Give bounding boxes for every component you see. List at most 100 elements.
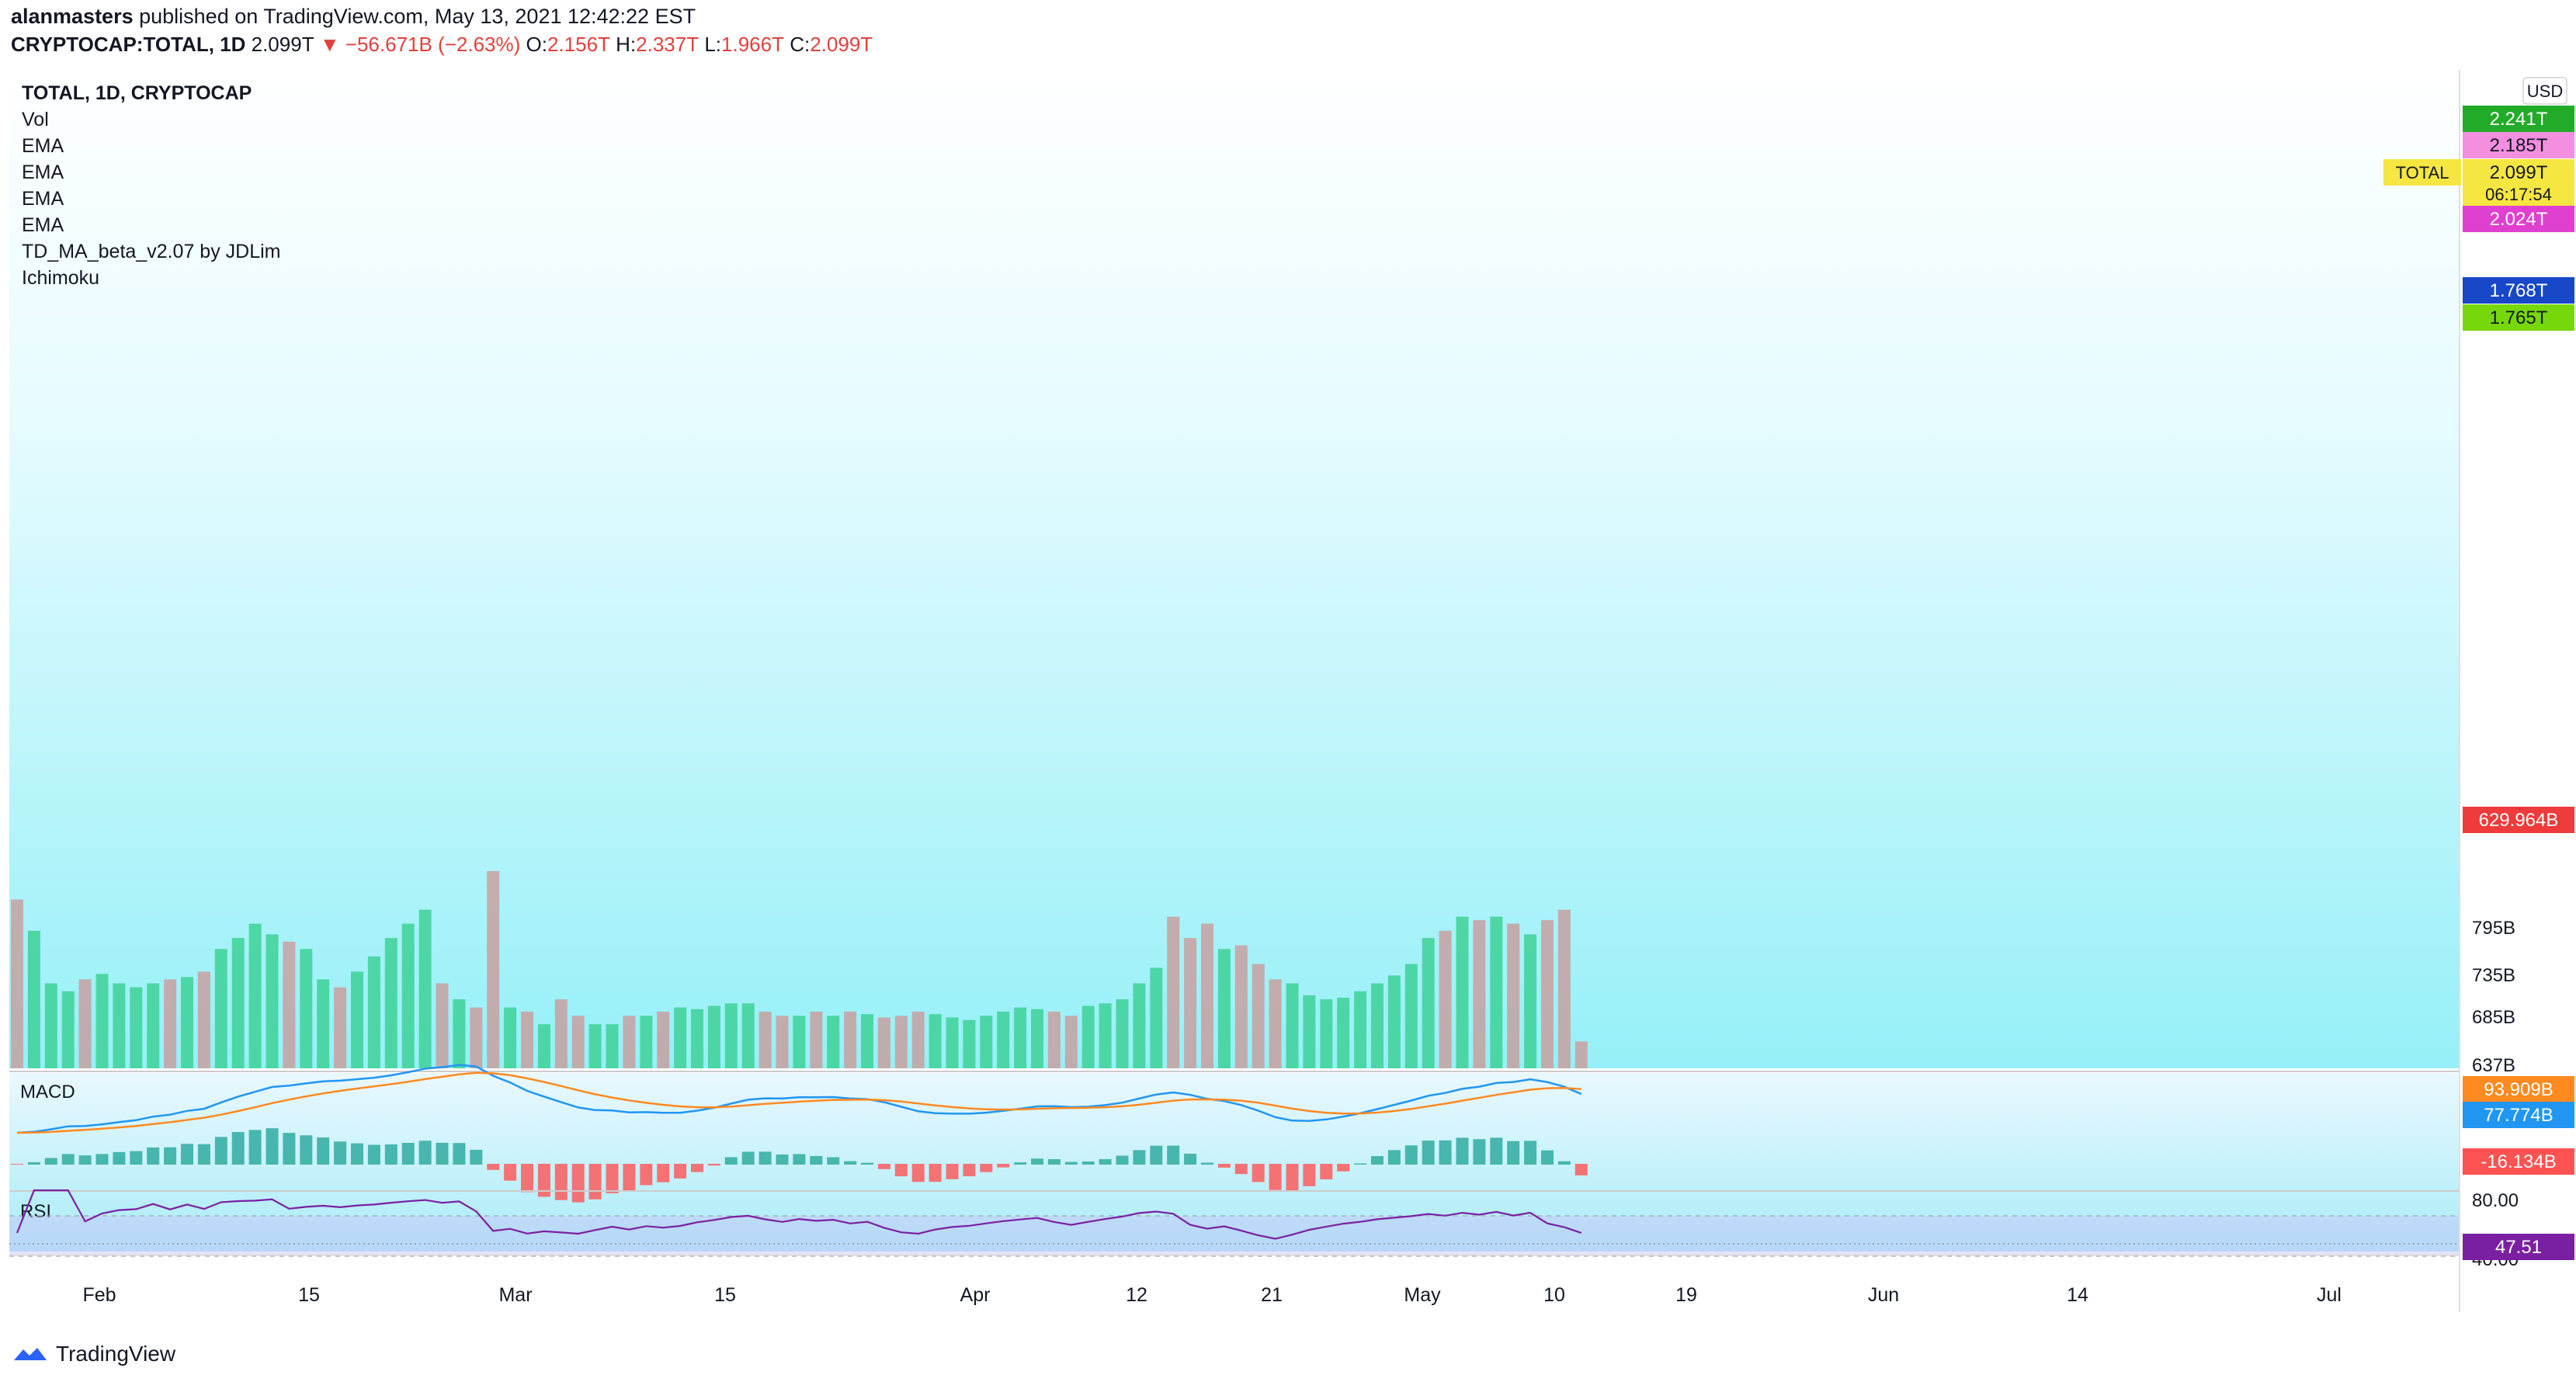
volume-bar — [537, 1024, 550, 1068]
macd-histogram-bar — [1150, 1145, 1163, 1165]
time-tick: Jul — [2317, 1284, 2342, 1306]
macd-label-box — [2463, 1148, 2574, 1175]
volume-bar — [197, 971, 210, 1068]
symbol-name[interactable]: CRYPTOCAP:TOTAL, 1D — [11, 33, 246, 56]
rsi-tick: 80.00 — [2472, 1190, 2519, 1211]
volume-bar — [776, 1016, 789, 1068]
volume-bar — [1387, 975, 1401, 1068]
time-tick: 14 — [2067, 1284, 2088, 1306]
legend-item: TD_MA_beta_v2.07 by JDLim — [22, 241, 280, 262]
volume-bar — [1303, 995, 1316, 1068]
macd-histogram-bar — [1473, 1139, 1486, 1165]
price-label: 2.241T — [2490, 109, 2548, 130]
macd-line — [16, 1064, 1582, 1134]
author-name[interactable]: alanmasters — [11, 5, 134, 28]
legend-item: EMA — [22, 188, 64, 210]
macd-label-box — [2463, 1102, 2574, 1128]
macd-histogram-bar — [1031, 1158, 1043, 1165]
price-tick: 735B — [2472, 965, 2515, 986]
time-tick: 19 — [1675, 1284, 1697, 1306]
macd-histogram-bar — [554, 1164, 568, 1200]
macd-histogram-bar — [1439, 1140, 1452, 1165]
macd-signal-line — [16, 1071, 1581, 1134]
price-chart[interactable]: 1123112341111234112112345111211112121111… — [0, 65, 2576, 1320]
macd-histogram-bar — [657, 1164, 670, 1182]
macd-histogram-bar — [130, 1151, 143, 1165]
time-tick: 12 — [1126, 1284, 1147, 1306]
volume-bar — [1541, 920, 1554, 1068]
macd-histogram-bar — [861, 1162, 873, 1165]
macd-histogram-bar — [181, 1144, 193, 1165]
macd-histogram-bar — [248, 1130, 262, 1165]
volume-bar — [436, 983, 449, 1068]
macd-histogram-bar — [436, 1142, 449, 1165]
close-label: C: — [790, 33, 811, 56]
close-value: 2.099T — [810, 33, 873, 56]
macd-histogram-bar — [623, 1164, 636, 1191]
macd-histogram-bar — [1320, 1164, 1333, 1179]
time-tick: Mar — [498, 1284, 532, 1306]
last-price: 2.099T — [251, 33, 314, 56]
macd-histogram-bar — [929, 1164, 942, 1182]
volume-bar — [164, 979, 177, 1068]
symbol-label: TOTAL — [2396, 163, 2449, 182]
price-change: −56.671B (−2.63%) — [345, 33, 521, 56]
volume-bar — [1507, 923, 1520, 1068]
macd-histogram-bar — [759, 1151, 772, 1165]
volume-bar — [334, 987, 347, 1068]
volume-bar — [980, 1016, 993, 1068]
macd-histogram-bar — [453, 1143, 466, 1165]
macd-histogram-bar — [11, 1164, 23, 1165]
macd-histogram-bar — [963, 1164, 976, 1177]
time-tick: 10 — [1543, 1284, 1565, 1306]
low-label: L: — [704, 33, 722, 56]
macd-histogram-bar — [470, 1149, 483, 1165]
brand-name: TradingView — [56, 1342, 176, 1366]
macd-histogram-bar — [997, 1164, 1010, 1168]
macd-histogram-bar — [537, 1164, 550, 1197]
volume-bar — [1201, 923, 1213, 1068]
price-label: 2.185T — [2490, 135, 2548, 156]
volume-bar — [1150, 967, 1163, 1068]
macd-histogram-bar — [1099, 1158, 1112, 1165]
volume-bar — [95, 974, 109, 1068]
volume-bar — [317, 979, 330, 1068]
macd-histogram-bar — [741, 1151, 755, 1165]
volume-bar — [113, 983, 126, 1068]
rsi-label-box — [2463, 1234, 2574, 1260]
price-label: 2.024T — [2490, 209, 2548, 230]
volume-bar — [1064, 1016, 1078, 1068]
time-tick: 15 — [714, 1284, 736, 1306]
volume-bar — [1404, 964, 1418, 1068]
currency-button[interactable] — [2522, 77, 2567, 105]
macd-histogram-bar — [793, 1154, 806, 1165]
volume-bar — [470, 1007, 483, 1068]
open-label: O: — [526, 33, 547, 56]
price-label-box — [2463, 807, 2574, 833]
tradingview-logo[interactable]: TradingView — [12, 1342, 175, 1366]
volume-bar — [1047, 1011, 1061, 1068]
macd-histogram-bar — [384, 1144, 398, 1165]
volume-bar — [827, 1016, 840, 1068]
price-label: 2.099T — [2490, 162, 2548, 183]
macd-histogram-bar — [44, 1158, 57, 1165]
volume-bar — [11, 899, 23, 1068]
time-tick: Apr — [960, 1284, 991, 1306]
macd-histogram-bar — [367, 1144, 380, 1165]
macd-histogram-bar — [1490, 1137, 1503, 1165]
macd-histogram-bar — [1116, 1155, 1129, 1165]
macd-histogram-bar — [1047, 1159, 1061, 1165]
macd-histogram-bar — [418, 1141, 432, 1165]
macd-histogram-bar — [1371, 1156, 1383, 1165]
volume-bar — [61, 991, 75, 1068]
rsi-value-label: 47.51 — [2495, 1237, 2542, 1258]
rsi-band — [9, 1216, 2460, 1256]
volume-bar — [351, 971, 363, 1068]
volume-bar — [1490, 916, 1503, 1068]
volume-bar — [674, 1007, 687, 1068]
volume-bar — [571, 1016, 585, 1068]
legend-item: EMA — [22, 214, 64, 236]
macd-histogram-bar — [61, 1154, 75, 1165]
macd-histogram-bar — [1201, 1162, 1213, 1165]
volume-bar — [1184, 938, 1197, 1068]
